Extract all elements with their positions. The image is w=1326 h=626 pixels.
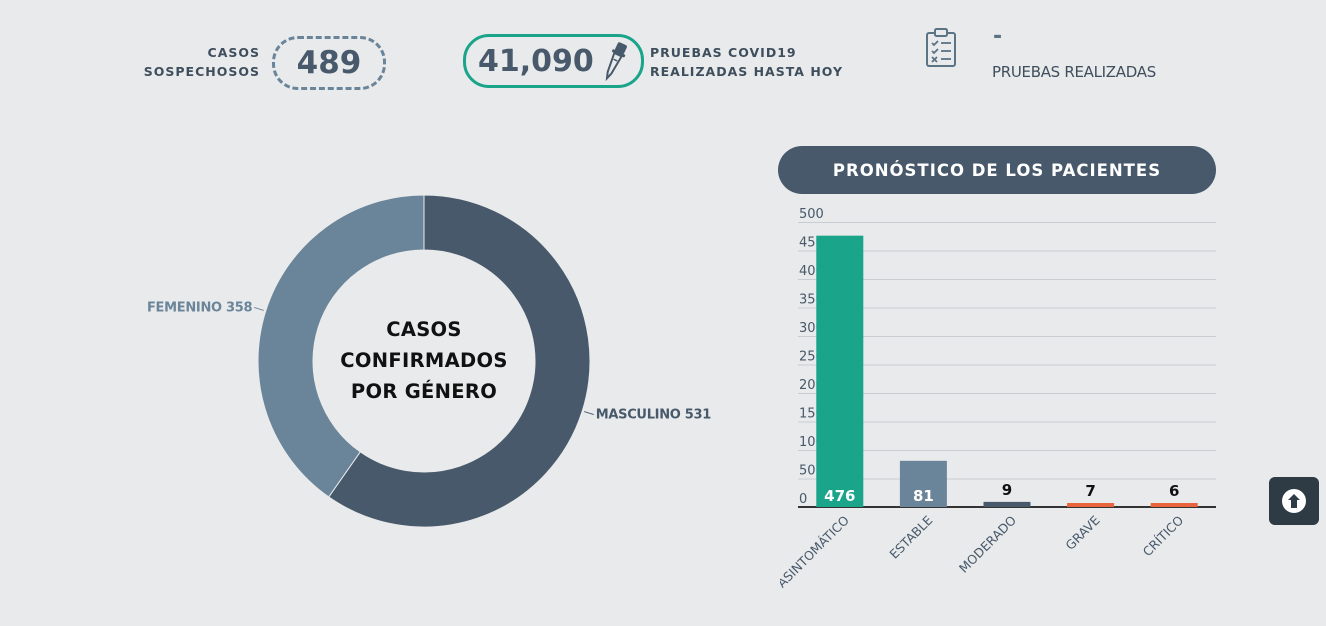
- tests-total-number: 41,090: [478, 43, 594, 79]
- donut-center-title: CASOS CONFIRMADOS POR GÉNERO: [314, 314, 534, 407]
- donut-slice-masculino: [328, 194, 591, 528]
- donut-leader-masculino: [584, 411, 594, 416]
- suspect-label-line1: CASOS: [207, 45, 260, 60]
- tests-total-value: 41,090: [463, 34, 644, 88]
- donut-label-femenino: FEMENINO 358: [147, 300, 253, 315]
- tests-total-label: PRUEBAS COVID19 REALIZADAS HASTA HOY: [650, 43, 850, 81]
- bar-value-label: 9: [1002, 481, 1012, 499]
- donut-title-line1: CASOS: [386, 318, 462, 341]
- arrow-up-circle-icon: [1282, 489, 1306, 513]
- prognosis-bar-chart: 050100150200250300350400450500476ASINTOM…: [780, 207, 1216, 590]
- clipboard-icon: [926, 28, 956, 67]
- x-category-label: MODERADO: [956, 512, 1019, 575]
- x-category-label: ASINTOMÁTICO: [780, 512, 852, 590]
- bar-value-label: 81: [913, 487, 934, 505]
- suspect-label-line2: SOSPECHOSOS: [143, 64, 260, 79]
- tests-label-line1: PRUEBAS COVID19: [650, 45, 797, 60]
- bar-value-label: 7: [1085, 482, 1095, 500]
- bar-3: [1067, 503, 1115, 507]
- y-tick-label: 0: [799, 492, 807, 507]
- x-category-label: CRÍTICO: [1140, 512, 1187, 559]
- tests-done-value: -: [993, 24, 1003, 49]
- donut-slice-femenino: [257, 194, 425, 498]
- bar-4: [1150, 503, 1198, 507]
- scroll-to-top-button[interactable]: [1269, 477, 1319, 525]
- suspect-cases-label: CASOS SOSPECHOSOS: [120, 43, 260, 81]
- tests-done-label: PRUEBAS REALIZADAS: [992, 63, 1156, 81]
- y-tick-label: 500: [799, 207, 824, 222]
- gender-donut-chart: MASCULINO 531 FEMENINO 358: [147, 194, 712, 528]
- x-category-label: GRAVE: [1062, 512, 1102, 552]
- pipette-icon: [605, 42, 627, 82]
- y-tick-label: 50: [799, 464, 816, 479]
- prognosis-chart-title: PRONÓSTICO DE LOS PACIENTES: [778, 146, 1216, 194]
- bar-2: [983, 501, 1031, 507]
- suspect-cases-value: 489: [272, 36, 386, 90]
- bar-value-label: 6: [1169, 482, 1179, 500]
- donut-title-line3: POR GÉNERO: [350, 380, 498, 403]
- donut-title-line2: CONFIRMADOS: [340, 349, 508, 372]
- bar-1: [899, 460, 947, 507]
- donut-label-masculino: MASCULINO 531: [596, 408, 712, 423]
- x-category-label: ESTABLE: [886, 512, 935, 561]
- bar-0: [816, 235, 864, 507]
- bar-value-label: 476: [824, 487, 855, 505]
- donut-leader-femenino: [254, 306, 264, 311]
- tests-label-line2: REALIZADAS HASTA HOY: [650, 64, 844, 79]
